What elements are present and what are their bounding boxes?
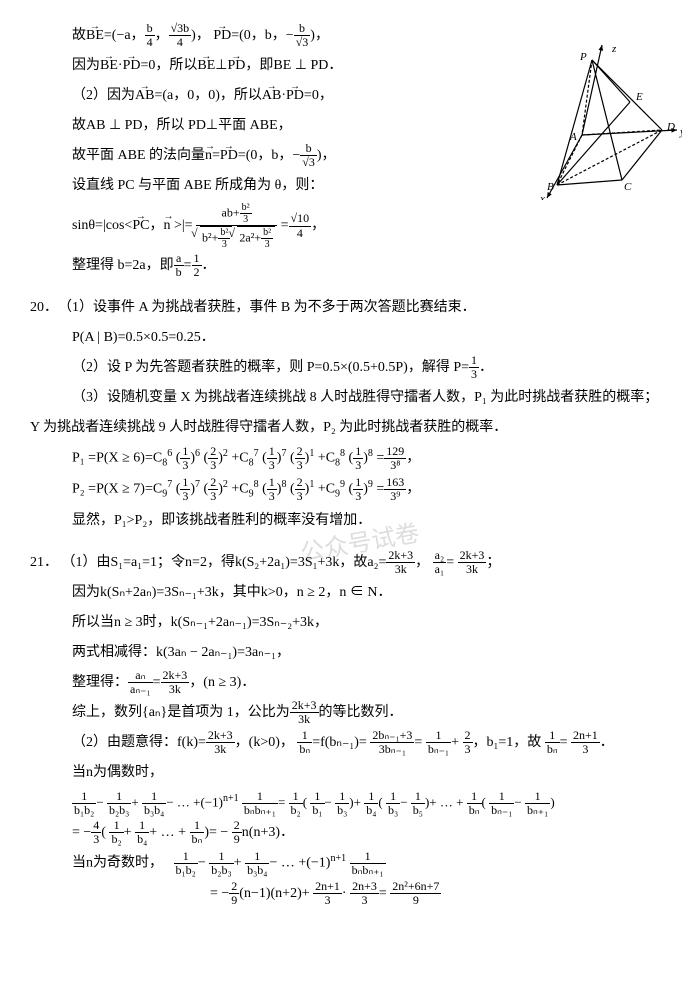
text: 故: [72, 28, 86, 43]
svg-text:P: P: [579, 51, 587, 63]
svg-text:y: y: [679, 126, 682, 138]
svg-text:B: B: [547, 181, 554, 193]
question-20: 20．（1）设事件 A 为挑战者获胜，事件 B 为不多于两次答题比赛结束． P(…: [30, 294, 662, 535]
svg-text:A: A: [569, 131, 577, 143]
svg-text:z: z: [611, 43, 617, 55]
vec-be: BE: [86, 28, 104, 43]
question-21: 21． （1）由S₁=a₁=1；令n=2，得k(S₂+2a₁)=3S₁+3k，故…: [30, 549, 662, 908]
geometry-diagram: z y x P A B C D E: [512, 40, 682, 200]
svg-text:D: D: [666, 121, 675, 133]
svg-text:C: C: [624, 181, 632, 193]
q-number: 20．: [30, 294, 58, 322]
svg-text:x: x: [539, 193, 545, 200]
q-number: 21．: [30, 549, 58, 577]
svg-text:E: E: [635, 91, 643, 103]
